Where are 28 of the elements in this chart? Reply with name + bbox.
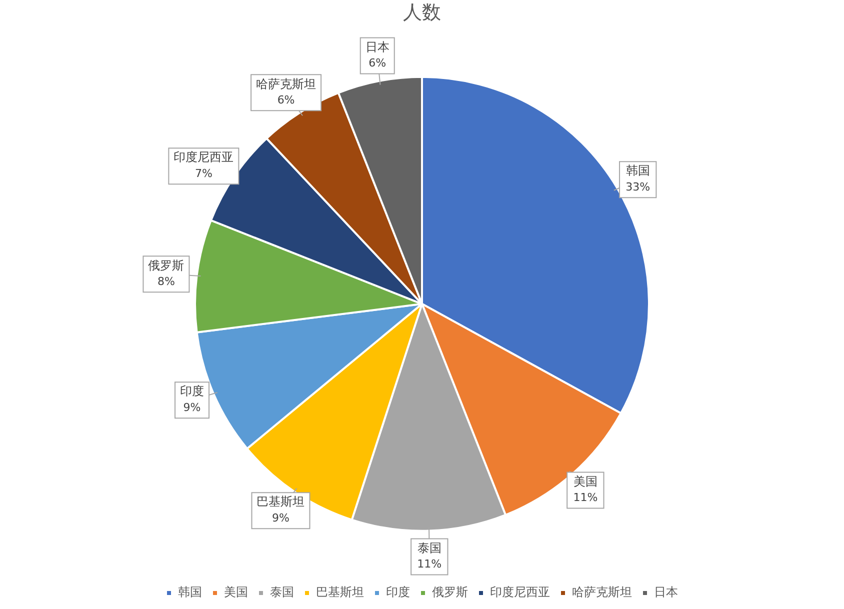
legend-label: 巴基斯坦: [316, 585, 364, 600]
legend-label: 俄罗斯: [432, 585, 468, 600]
data-label: 11%: [573, 491, 598, 504]
slice-label: 韩国: [626, 164, 650, 178]
slice-label: 俄罗斯: [148, 258, 184, 272]
data-label: 9%: [272, 511, 290, 524]
data-label: 8%: [157, 275, 175, 288]
data-label: 6%: [368, 56, 386, 70]
data-label: 11%: [417, 558, 442, 571]
legend-label: 韩国: [178, 585, 202, 600]
data-label: 6%: [277, 94, 295, 107]
legend-label: 印度尼西亚: [490, 585, 550, 600]
slice-label: 巴基斯坦: [256, 494, 305, 509]
legend-label: 哈萨克斯坦: [572, 585, 632, 600]
data-label: 9%: [183, 400, 201, 414]
slice-label: 印度: [180, 384, 204, 398]
legend-label: 日本: [654, 585, 678, 600]
data-label: 33%: [626, 180, 650, 194]
slice-label: 印度尼西亚: [174, 150, 234, 164]
legend-label: 泰国: [270, 585, 294, 600]
slice-label: 美国: [573, 474, 598, 488]
legend-label: 美国: [224, 585, 248, 600]
slice-label: 哈萨克斯坦: [256, 76, 316, 91]
data-label: 7%: [194, 166, 212, 180]
legend-label: 印度: [386, 585, 410, 600]
slice-label: 泰国: [417, 540, 442, 555]
chart-title: 人数: [403, 1, 441, 24]
slice-label: 日本: [365, 40, 390, 54]
